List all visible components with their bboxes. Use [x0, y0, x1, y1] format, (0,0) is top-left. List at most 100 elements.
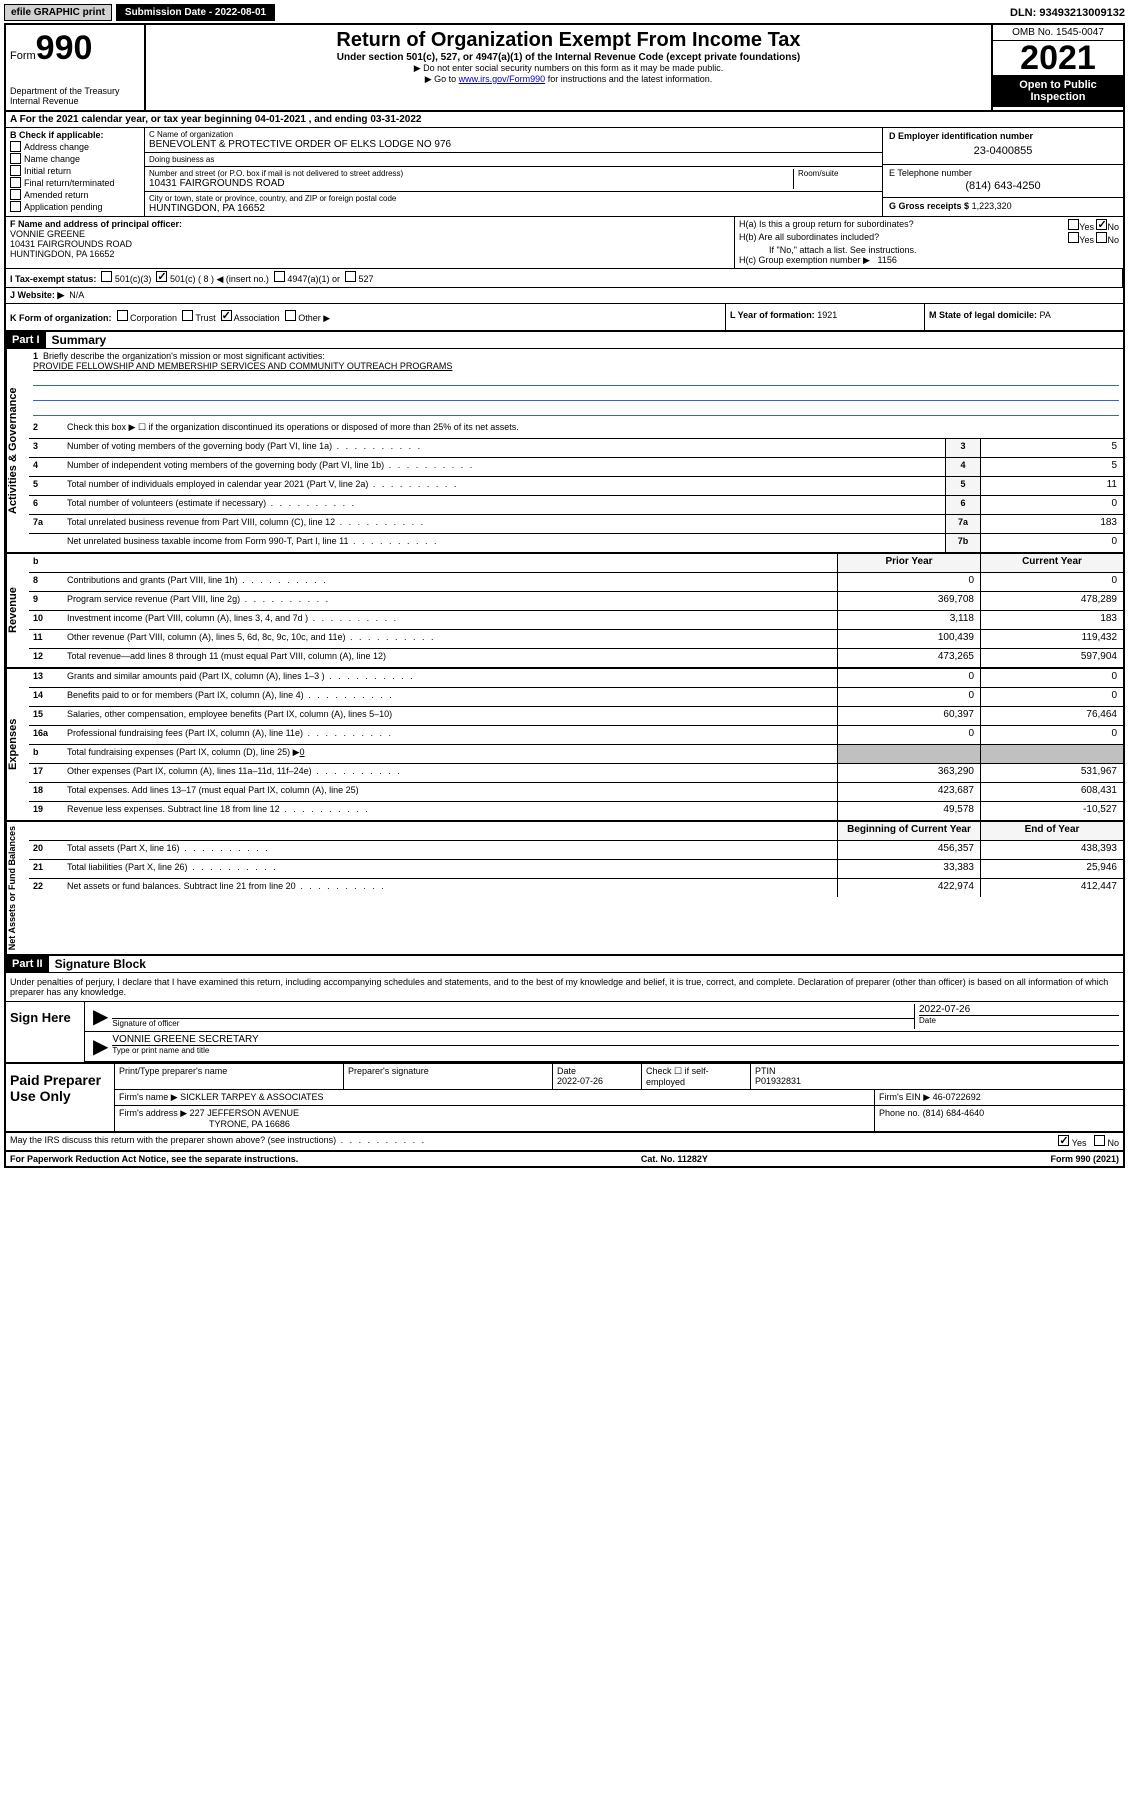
note2-pre: ▶ Go to — [425, 74, 459, 84]
o-other: Other ▶ — [298, 313, 330, 323]
mission-text: PROVIDE FELLOWSHIP AND MEMBERSHIP SERVIC… — [33, 361, 452, 371]
cb-name[interactable] — [10, 153, 21, 164]
l13: Grants and similar amounts paid (Part IX… — [63, 669, 837, 687]
l20: Total assets (Part X, line 16) — [63, 841, 837, 859]
c16a: 0 — [980, 726, 1123, 744]
part2-tag: Part II — [6, 956, 49, 972]
firm-name-label: Firm's name ▶ — [119, 1092, 178, 1102]
cb-initial[interactable] — [10, 165, 21, 176]
row-a: A For the 2021 calendar year, or tax yea… — [6, 112, 1123, 128]
cb-amended[interactable] — [10, 189, 21, 200]
sign-here-row: Sign Here ▶ Signature of officer 2022-07… — [6, 1001, 1123, 1062]
hb-yes[interactable] — [1068, 232, 1079, 243]
mission-line — [33, 373, 1119, 386]
cb-corp[interactable] — [117, 310, 128, 321]
part1-title: Summary — [46, 333, 107, 347]
firm-addr1: 227 JEFFERSON AVENUE — [190, 1108, 299, 1118]
l2-desc: Check this box ▶ ☐ if the organization d… — [63, 420, 1123, 438]
name-label: Type or print name and title — [112, 1045, 1119, 1055]
p10: 3,118 — [837, 611, 980, 629]
o-501c3: 501(c)(3) — [115, 274, 152, 284]
l12: Total revenue—add lines 8 through 11 (mu… — [63, 649, 837, 667]
c10: 183 — [980, 611, 1123, 629]
hb-note: If "No," attach a list. See instructions… — [739, 245, 1119, 255]
officer-printed-name: VONNIE GREENE SECRETARY — [112, 1034, 1119, 1045]
cb-501c3[interactable] — [101, 271, 112, 282]
ptin-value: P01932831 — [755, 1076, 801, 1086]
k-label: K Form of organization: — [10, 313, 112, 323]
c12: 597,904 — [980, 649, 1123, 667]
firm-name: SICKLER TARPEY & ASSOCIATES — [180, 1092, 323, 1102]
governance-section: Activities & Governance 1 Briefly descri… — [6, 349, 1123, 554]
discuss-yes[interactable] — [1058, 1135, 1069, 1146]
prep-h1: Print/Type preparer's name — [115, 1064, 344, 1089]
col-h: H(a) Is this a group return for subordin… — [735, 217, 1123, 268]
cb-final[interactable] — [10, 177, 21, 188]
efile-btn[interactable]: efile GRAPHIC print — [4, 4, 112, 21]
o-trust: Trust — [195, 313, 215, 323]
cb-527[interactable] — [345, 271, 356, 282]
l4-desc: Number of independent voting members of … — [63, 458, 945, 476]
cb-trust[interactable] — [182, 310, 193, 321]
firm-phone: (814) 684-4640 — [923, 1108, 985, 1118]
form-header: Form990 Department of the Treasury Inter… — [6, 25, 1123, 112]
arrow-icon: ▶ — [89, 1034, 112, 1059]
b-header: B Check if applicable: — [10, 130, 140, 140]
ha-no[interactable] — [1096, 219, 1107, 230]
cb-address[interactable] — [10, 141, 21, 152]
cb-other[interactable] — [285, 310, 296, 321]
form-subtitle: Under section 501(c), 527, or 4947(a)(1)… — [150, 52, 987, 63]
v3: 5 — [980, 439, 1123, 457]
form-container: Form990 Department of the Treasury Inter… — [4, 23, 1125, 1168]
c16b-gray — [980, 745, 1123, 763]
hb-no[interactable] — [1096, 232, 1107, 243]
org-address: 10431 FAIRGROUNDS ROAD — [149, 178, 793, 189]
cb-pending[interactable] — [10, 201, 21, 212]
l1-desc: Briefly describe the organization's miss… — [43, 351, 325, 361]
opt-final: Final return/terminated — [24, 178, 115, 188]
tax-year: 2021 — [993, 41, 1123, 75]
discuss-yes-l: Yes — [1072, 1138, 1087, 1148]
ein-value: 23-0400855 — [889, 141, 1117, 161]
p17: 363,290 — [837, 764, 980, 782]
p16a: 0 — [837, 726, 980, 744]
v4: 5 — [980, 458, 1123, 476]
o-527: 527 — [358, 274, 373, 284]
cb-501c[interactable] — [156, 271, 167, 282]
gross-label: G Gross receipts $ — [889, 201, 969, 211]
rev-side-label: Revenue — [6, 554, 29, 667]
c20: 438,393 — [980, 841, 1123, 859]
form-number: 990 — [36, 29, 93, 67]
row-j: J Website: ▶ N/A — [6, 288, 1123, 304]
sign-here-label: Sign Here — [6, 1002, 85, 1062]
p13: 0 — [837, 669, 980, 687]
c-name-label: C Name of organization — [149, 130, 878, 139]
prep-h4: Check ☐ if self-employed — [642, 1064, 751, 1089]
c18: 608,431 — [980, 783, 1123, 801]
c22: 412,447 — [980, 879, 1123, 897]
ha-yes[interactable] — [1068, 219, 1079, 230]
l16a: Professional fundraising fees (Part IX, … — [63, 726, 837, 744]
gov-side-label: Activities & Governance — [6, 349, 29, 552]
l-label: L Year of formation: — [730, 310, 815, 320]
v5: 11 — [980, 477, 1123, 495]
m-value: PA — [1040, 310, 1051, 320]
m-label: M State of legal domicile: — [929, 310, 1037, 320]
l22: Net assets or fund balances. Subtract li… — [63, 879, 837, 897]
discuss-no[interactable] — [1094, 1135, 1105, 1146]
arrow-icon: ▶ — [89, 1004, 112, 1029]
cb-assoc[interactable] — [221, 310, 232, 321]
col-b: B Check if applicable: Address change Na… — [6, 128, 145, 216]
irs-link[interactable]: www.irs.gov/Form990 — [459, 74, 546, 84]
cb-4947[interactable] — [274, 271, 285, 282]
l14: Benefits paid to or for members (Part IX… — [63, 688, 837, 706]
i-label: I Tax-exempt status: — [10, 274, 96, 284]
cat-no: Cat. No. 11282Y — [641, 1154, 708, 1164]
revenue-section: Revenue bPrior YearCurrent Year 8Contrib… — [6, 554, 1123, 669]
header-mid: Return of Organization Exempt From Incom… — [146, 25, 991, 110]
part1-tag: Part I — [6, 332, 46, 348]
opt-pending: Application pending — [24, 202, 103, 212]
p9: 369,708 — [837, 592, 980, 610]
c9: 478,289 — [980, 592, 1123, 610]
phone-label: E Telephone number — [889, 168, 1117, 178]
